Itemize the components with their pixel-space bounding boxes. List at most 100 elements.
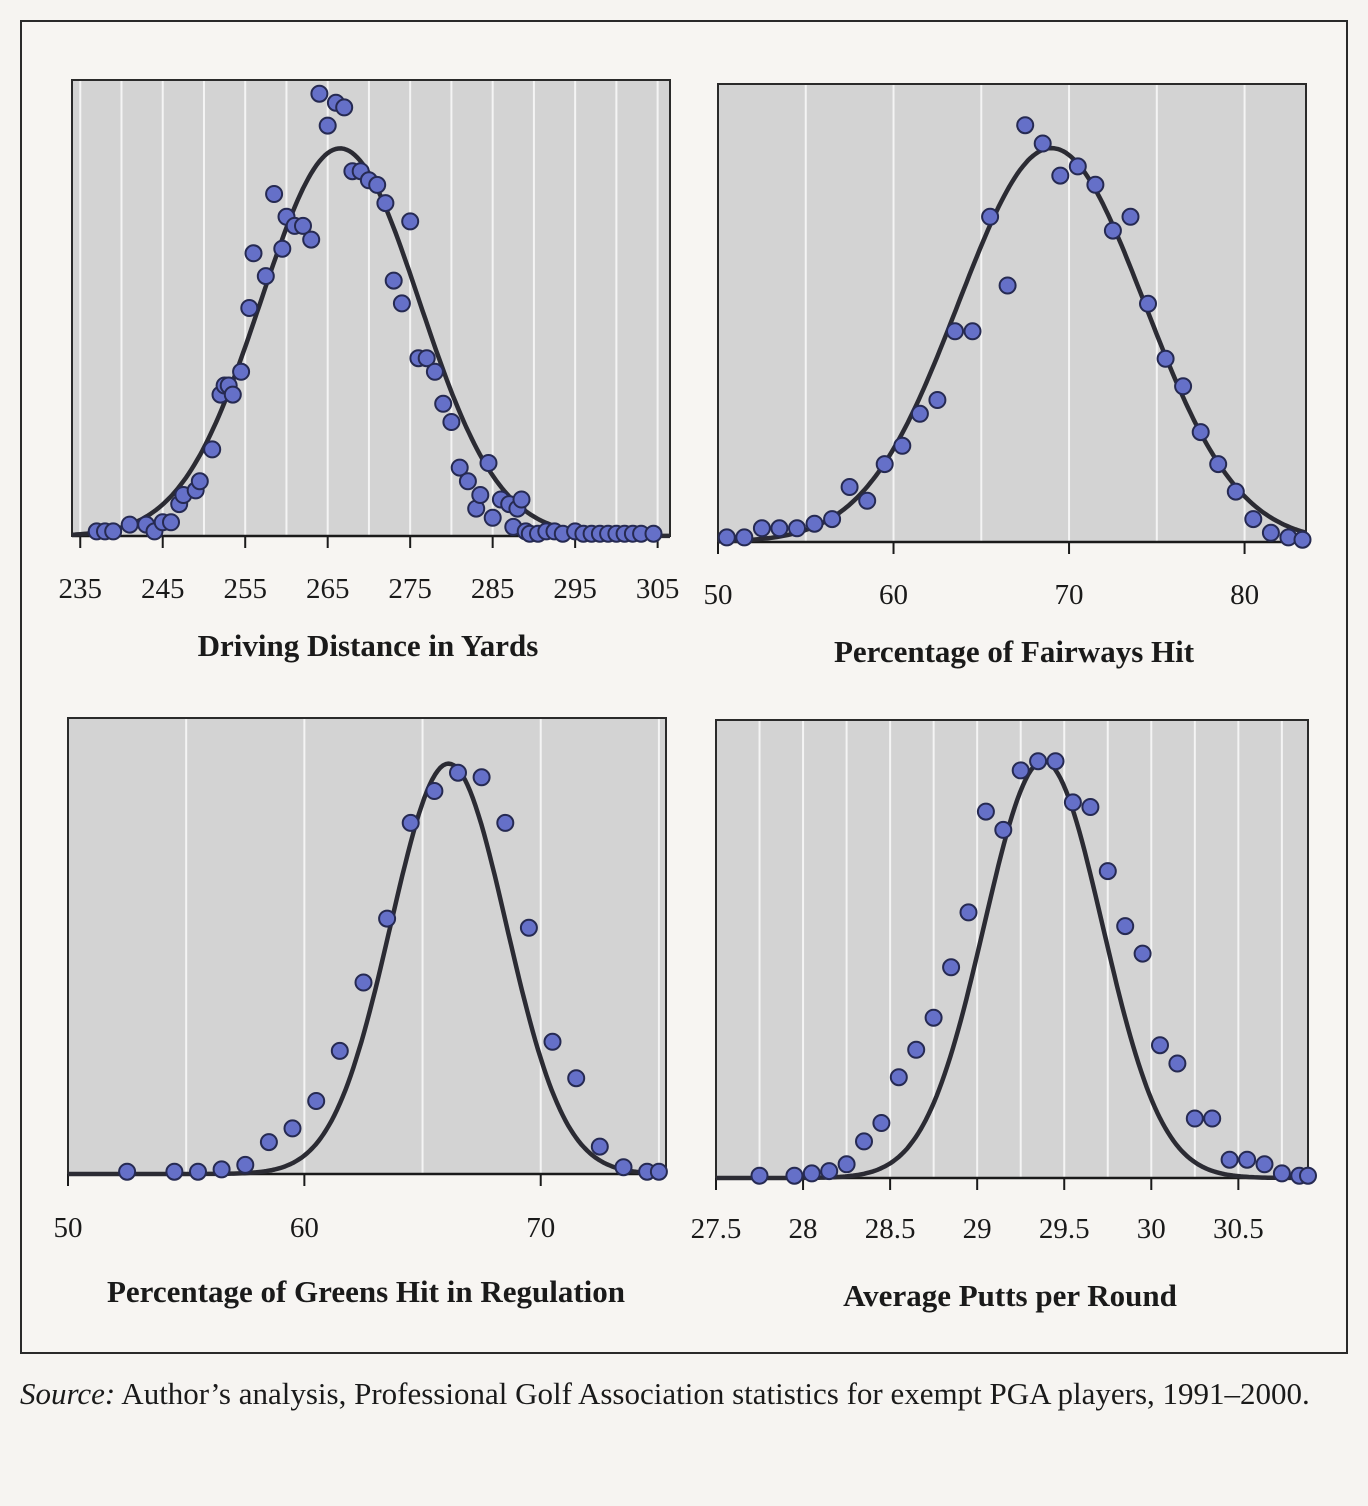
driving-data-point (425, 362, 444, 381)
fairways-data-point (805, 514, 824, 533)
greens-data-point (354, 973, 373, 992)
putts-data-point (1133, 944, 1152, 963)
fairways-data-point (893, 436, 912, 455)
driving-data-point (392, 294, 411, 313)
putts-axis-title: Average Putts per Round (843, 1278, 1177, 1313)
driving-data-point (318, 116, 337, 135)
chart-fairways: 50 60 70 80 Percentage of Fairways Hit (704, 83, 1312, 669)
fairways-data-point (928, 391, 947, 409)
putts-data-point (889, 1068, 908, 1087)
fairways-data-point (858, 491, 877, 510)
fairways-data-point (1191, 423, 1210, 442)
driving-tick-label: 255 (223, 573, 267, 605)
putts-data-point (959, 903, 978, 922)
source-note: Source: Author’s analysis, Professional … (20, 1374, 1350, 1414)
driving-data-point (644, 524, 663, 543)
fairways-data-point (1226, 482, 1245, 501)
putts-tick-label: 28.5 (865, 1213, 916, 1245)
putts-data-point (1185, 1109, 1204, 1128)
greens-data-point (283, 1119, 302, 1138)
greens-data-point (614, 1158, 633, 1177)
greens-data-point (519, 918, 538, 937)
putts-data-point (750, 1166, 769, 1185)
fairways-data-point (1103, 221, 1122, 240)
greens-data-point (165, 1162, 184, 1181)
putts-data-point (924, 1008, 943, 1027)
fairways-data-point (1121, 207, 1140, 226)
putts-data-point (1046, 752, 1065, 771)
putts-tick-label: 29 (963, 1213, 992, 1245)
greens-tick-label: 60 (290, 1212, 319, 1244)
fairways-data-point (840, 478, 859, 496)
putts-data-point (837, 1155, 856, 1174)
putts-data-point (1220, 1150, 1239, 1169)
driving-data-point (512, 490, 531, 509)
putts-data-point (976, 802, 995, 821)
putts-data-point (994, 820, 1013, 839)
putts-data-point (785, 1166, 804, 1185)
driving-data-point (483, 508, 502, 527)
driving-data-point (376, 194, 395, 213)
fairways-data-point (1156, 349, 1175, 368)
fairways-axis-title: Percentage of Fairways Hit (834, 634, 1195, 669)
driving-data-point (471, 486, 490, 504)
driving-data-point (450, 458, 469, 477)
putts-tick-label: 27.5 (691, 1213, 742, 1245)
greens-plot-area (67, 717, 667, 1175)
fairways-data-point (963, 322, 982, 341)
putts-data-point (1063, 793, 1082, 812)
chart-greens: 50 60 70 Percentage of Greens Hit in Regula… (54, 717, 668, 1309)
greens-data-point (401, 813, 420, 832)
fairways-data-point (998, 276, 1017, 295)
fairways-data-point (1016, 116, 1035, 135)
greens-axis-title: Percentage of Greens Hit in Regulation (107, 1274, 625, 1309)
driving-data-point (256, 267, 275, 286)
greens-data-point (212, 1160, 231, 1179)
putts-data-point (1203, 1109, 1222, 1128)
driving-data-point (458, 472, 477, 491)
putts-data-point (872, 1114, 891, 1132)
driving-data-point (479, 454, 498, 472)
greens-data-point (425, 782, 444, 800)
fairways-plot-area (717, 83, 1307, 543)
driving-data-point (417, 349, 436, 368)
greens-data-point (567, 1069, 586, 1088)
driving-data-point (302, 230, 321, 249)
driving-tick-label: 235 (58, 573, 102, 605)
driving-tick-label: 265 (306, 573, 350, 605)
fairways-tick-label: 50 (704, 579, 733, 611)
fairways-data-point (752, 519, 771, 538)
putts-data-point (1151, 1036, 1169, 1055)
driving-tick-label: 285 (471, 573, 515, 605)
putts-data-point (855, 1132, 873, 1151)
greens-tick-label: 70 (526, 1212, 555, 1244)
fairways-data-point (981, 207, 1000, 226)
greens-data-point (472, 768, 491, 787)
driving-data-point (434, 394, 453, 413)
putts-data-point (1255, 1155, 1274, 1174)
greens-data-point (590, 1137, 609, 1156)
fairways-data-point (1244, 510, 1263, 529)
putts-data-point (1238, 1150, 1257, 1169)
putts-data-point (1029, 752, 1048, 771)
fairways-data-point (788, 519, 806, 538)
driving-data-point (401, 212, 420, 231)
driving-plot-area (71, 79, 671, 537)
driving-data-point (120, 515, 139, 534)
fairways-data-point (875, 455, 894, 474)
putts-tick-label: 30 (1137, 1213, 1166, 1245)
greens-data-point (259, 1133, 278, 1152)
putts-data-point (1116, 917, 1135, 936)
driving-data-point (273, 239, 292, 258)
putts-data-point (820, 1162, 839, 1181)
putts-data-point (1011, 761, 1030, 780)
driving-data-point (223, 385, 242, 404)
fairways-data-point (1139, 294, 1157, 313)
greens-data-point (378, 909, 397, 928)
driving-data-point (240, 299, 259, 317)
driving-tick-label: 275 (388, 573, 432, 605)
fairways-tick-label: 60 (879, 579, 908, 611)
driving-data-point (335, 98, 354, 117)
fairways-data-point (1261, 523, 1280, 542)
